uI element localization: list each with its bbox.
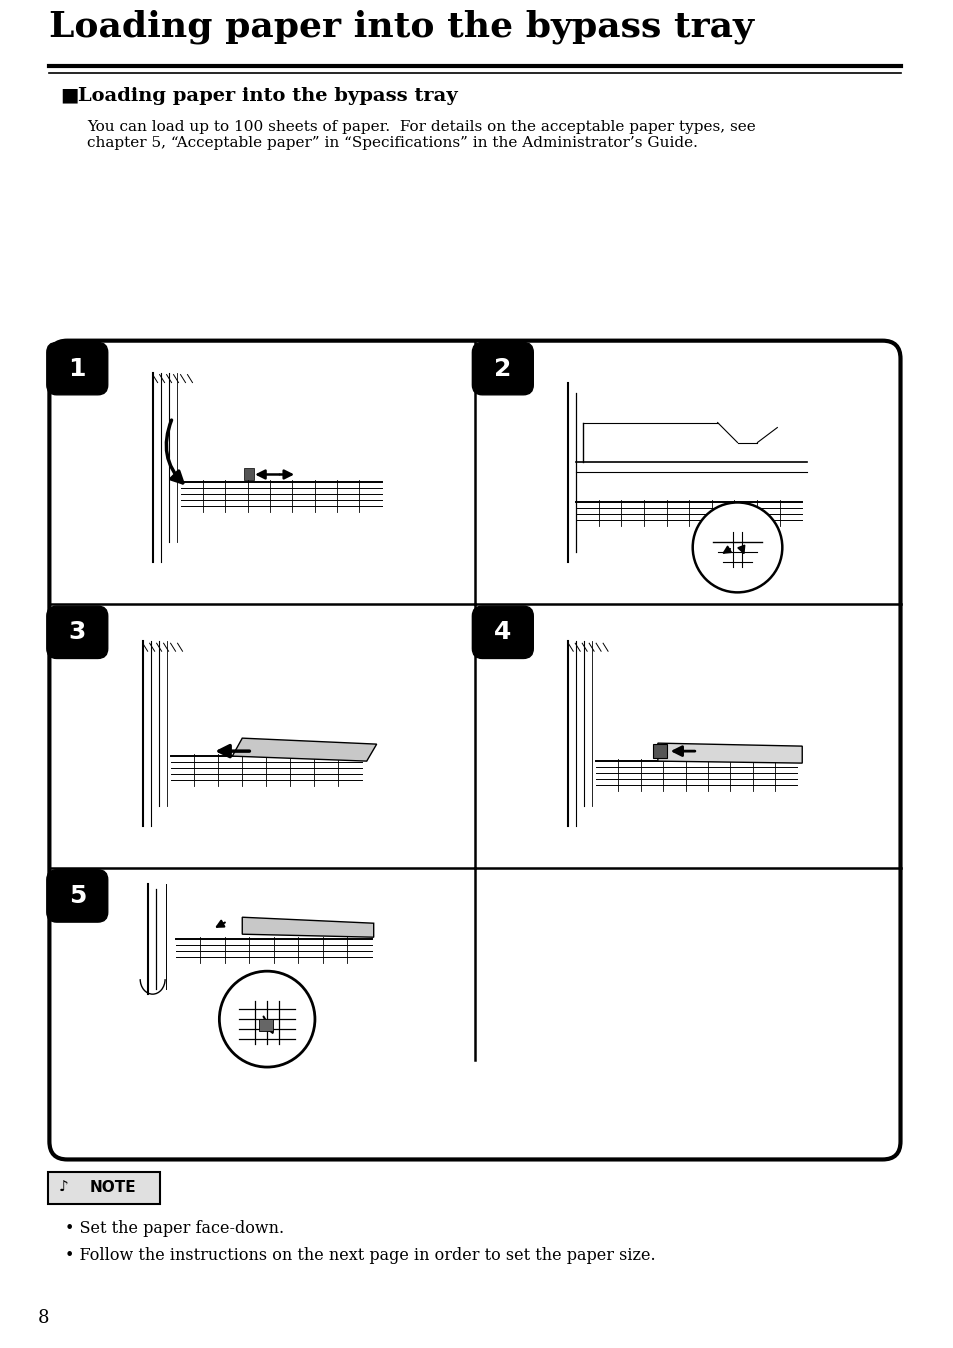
FancyBboxPatch shape	[47, 607, 108, 658]
Text: ■: ■	[60, 86, 78, 105]
FancyBboxPatch shape	[244, 469, 253, 480]
Text: 2: 2	[494, 357, 511, 380]
FancyBboxPatch shape	[472, 342, 533, 395]
Text: • Set the paper face-down.: • Set the paper face-down.	[65, 1220, 283, 1237]
Text: NOTE: NOTE	[90, 1181, 136, 1196]
FancyBboxPatch shape	[47, 342, 108, 395]
FancyBboxPatch shape	[472, 607, 533, 658]
FancyBboxPatch shape	[259, 1019, 273, 1031]
Text: ♪: ♪	[58, 1181, 68, 1196]
FancyBboxPatch shape	[49, 1171, 159, 1204]
Polygon shape	[233, 739, 376, 762]
Circle shape	[692, 503, 781, 592]
Text: • Follow the instructions on the next page in order to set the paper size.: • Follow the instructions on the next pa…	[65, 1247, 655, 1264]
Circle shape	[219, 971, 314, 1068]
Polygon shape	[658, 743, 801, 763]
Text: 1: 1	[69, 357, 86, 380]
Text: Loading paper into the bypass tray: Loading paper into the bypass tray	[78, 86, 457, 105]
FancyBboxPatch shape	[652, 744, 666, 758]
Text: Loading paper into the bypass tray: Loading paper into the bypass tray	[50, 9, 754, 44]
FancyBboxPatch shape	[47, 869, 108, 922]
Text: 3: 3	[69, 620, 86, 644]
FancyBboxPatch shape	[50, 341, 900, 1159]
Text: 4: 4	[494, 620, 511, 644]
Polygon shape	[242, 917, 374, 937]
Text: 8: 8	[38, 1309, 50, 1328]
Text: 5: 5	[69, 884, 86, 909]
Text: chapter 5, “Acceptable paper” in “Specifications” in the Administrator’s Guide.: chapter 5, “Acceptable paper” in “Specif…	[88, 136, 698, 150]
Text: You can load up to 100 sheets of paper.  For details on the acceptable paper typ: You can load up to 100 sheets of paper. …	[88, 120, 756, 133]
